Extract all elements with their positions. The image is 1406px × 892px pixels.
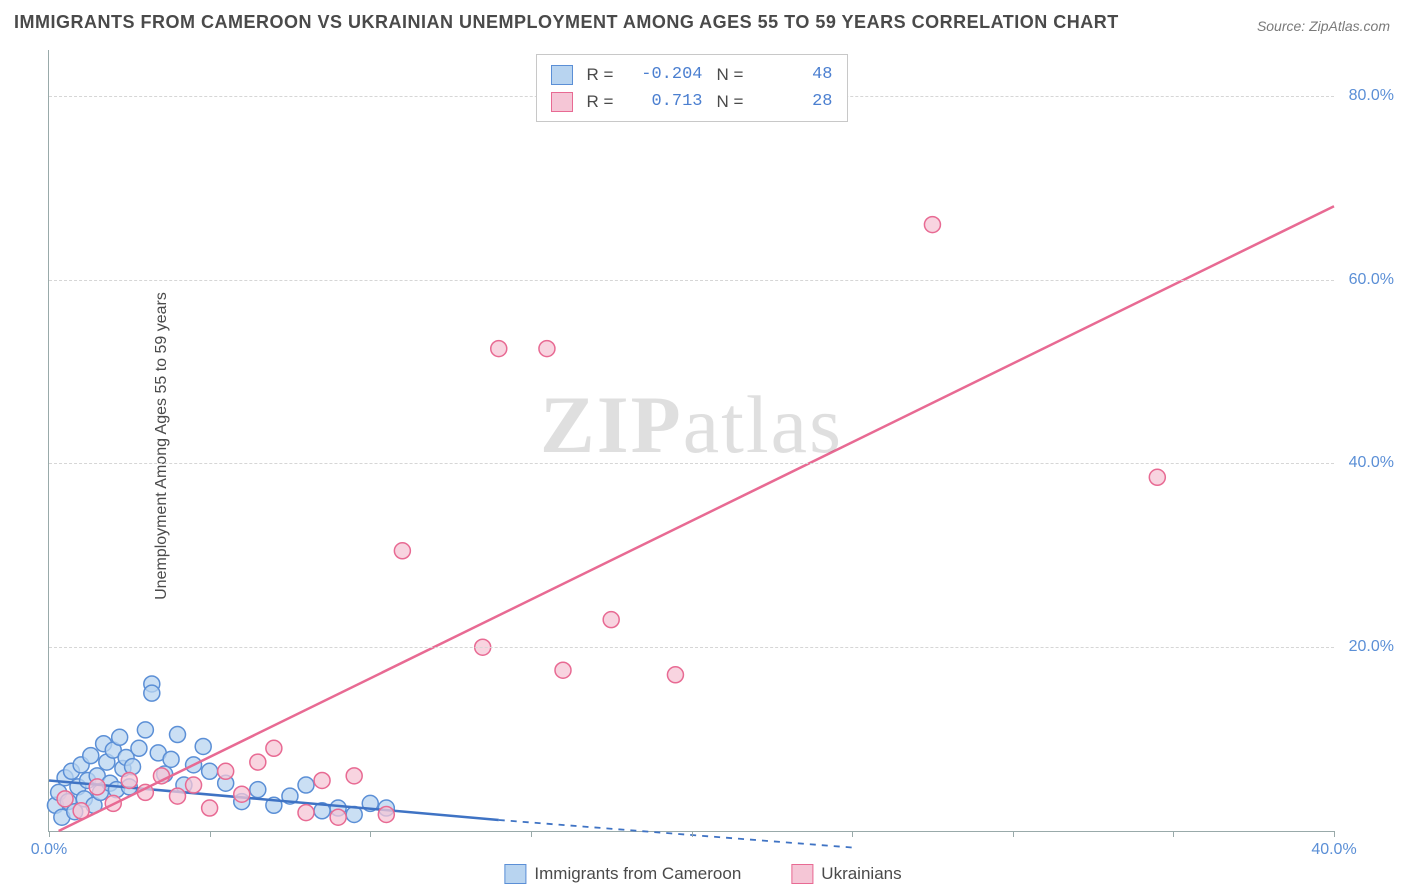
y-tick-label: 20.0% xyxy=(1349,638,1394,656)
y-tick-label: 60.0% xyxy=(1349,271,1394,289)
source-attribution: Source: ZipAtlas.com xyxy=(1257,18,1390,34)
gridline-h xyxy=(49,280,1334,281)
chart-title: IMMIGRANTS FROM CAMEROON VS UKRAINIAN UN… xyxy=(14,12,1119,33)
plot-area: ZIPatlas R =-0.204N =48R =0.713N =28 20.… xyxy=(48,50,1334,832)
x-tick-label: 40.0% xyxy=(1311,841,1356,859)
legend-r-label: R = xyxy=(587,61,619,88)
legend-n-label: N = xyxy=(717,88,749,115)
data-point xyxy=(330,809,346,825)
legend-n-label: N = xyxy=(717,61,749,88)
data-point xyxy=(1149,469,1165,485)
data-point xyxy=(298,777,314,793)
legend-n-value: 48 xyxy=(763,61,833,88)
data-point xyxy=(195,738,211,754)
data-point xyxy=(121,772,137,788)
x-tick-mark xyxy=(49,831,50,837)
x-tick-mark xyxy=(852,831,853,837)
y-tick-label: 40.0% xyxy=(1349,454,1394,472)
x-tick-mark xyxy=(531,831,532,837)
x-tick-mark xyxy=(370,831,371,837)
legend-swatch xyxy=(504,864,526,884)
data-point xyxy=(346,768,362,784)
data-point xyxy=(555,662,571,678)
data-point xyxy=(186,777,202,793)
legend-series-item: Immigrants from Cameroon xyxy=(504,864,741,884)
chart-svg xyxy=(49,50,1334,831)
legend-n-value: 28 xyxy=(763,88,833,115)
legend-swatch xyxy=(551,65,573,85)
x-tick-mark xyxy=(692,831,693,837)
legend-r-value: 0.713 xyxy=(633,88,703,115)
legend-series-label: Ukrainians xyxy=(821,864,901,884)
legend-stats: R = -0.204 N = 48 R = 0.713 N = 28 xyxy=(536,54,848,122)
legend-series: Immigrants from Cameroon Ukrainians xyxy=(504,864,901,884)
data-point xyxy=(667,667,683,683)
data-point xyxy=(83,748,99,764)
data-point xyxy=(163,751,179,767)
data-point xyxy=(202,763,218,779)
data-point xyxy=(89,779,105,795)
legend-r-label: R = xyxy=(587,88,619,115)
data-point xyxy=(394,543,410,559)
data-point xyxy=(137,722,153,738)
data-point xyxy=(170,788,186,804)
data-point xyxy=(266,740,282,756)
legend-series-item: Ukrainians xyxy=(791,864,901,884)
legend-stats-row: R = 0.713 N = 28 xyxy=(551,88,833,115)
data-point xyxy=(218,763,234,779)
legend-r-value: -0.204 xyxy=(633,61,703,88)
legend-stats-row: R = -0.204 N = 48 xyxy=(551,61,833,88)
data-point xyxy=(202,800,218,816)
trend-line-extension xyxy=(499,820,852,848)
data-point xyxy=(170,727,186,743)
gridline-h xyxy=(49,647,1334,648)
data-point xyxy=(250,782,266,798)
data-point xyxy=(603,612,619,628)
gridline-h xyxy=(49,463,1334,464)
data-point xyxy=(378,806,394,822)
x-tick-mark xyxy=(1334,831,1335,837)
x-tick-label: 0.0% xyxy=(31,841,67,859)
data-point xyxy=(491,341,507,357)
x-tick-mark xyxy=(1013,831,1014,837)
data-point xyxy=(539,341,555,357)
x-tick-mark xyxy=(210,831,211,837)
data-point xyxy=(314,772,330,788)
data-point xyxy=(144,685,160,701)
trend-line xyxy=(59,206,1334,831)
data-point xyxy=(250,754,266,770)
legend-series-label: Immigrants from Cameroon xyxy=(534,864,741,884)
data-point xyxy=(924,217,940,233)
data-point xyxy=(57,791,73,807)
legend-swatch xyxy=(551,92,573,112)
legend-swatch xyxy=(791,864,813,884)
y-tick-label: 80.0% xyxy=(1349,87,1394,105)
data-point xyxy=(131,740,147,756)
data-point xyxy=(298,805,314,821)
data-point xyxy=(112,729,128,745)
data-point xyxy=(234,786,250,802)
x-tick-mark xyxy=(1173,831,1174,837)
